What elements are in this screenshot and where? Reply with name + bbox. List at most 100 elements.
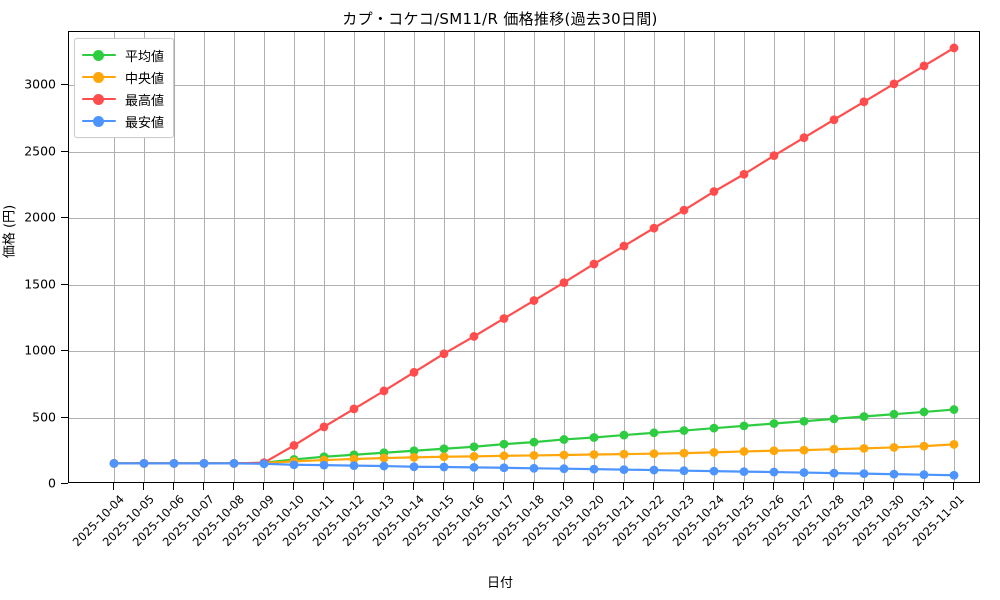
data-point — [469, 442, 479, 452]
data-point — [379, 386, 389, 396]
data-point — [829, 444, 839, 454]
data-point — [829, 468, 839, 478]
y-tick-label: 1000 — [24, 342, 56, 358]
y-tick-label: 0 — [48, 475, 56, 491]
x-tick-mark — [383, 483, 385, 490]
data-point — [679, 466, 689, 476]
x-tick-mark — [623, 483, 625, 490]
data-point — [769, 467, 779, 477]
data-point — [709, 423, 719, 433]
data-point — [949, 43, 959, 53]
x-tick-mark — [203, 483, 205, 490]
x-tick-mark — [563, 483, 565, 490]
x-tick-mark — [473, 483, 475, 490]
y-tick-mark — [61, 84, 68, 86]
data-point — [739, 447, 749, 456]
y-tick-label: 1500 — [24, 276, 56, 292]
gridline-vertical — [324, 32, 325, 482]
data-point — [949, 439, 959, 449]
y-tick-mark — [61, 150, 68, 152]
data-point — [469, 332, 479, 341]
data-point — [409, 453, 419, 462]
data-point — [829, 414, 839, 424]
legend-swatch-icon — [82, 48, 116, 62]
gridline-vertical — [774, 32, 775, 482]
gridline-vertical — [894, 32, 895, 482]
gridline-vertical — [654, 32, 655, 482]
gridline-vertical — [114, 32, 115, 482]
legend-label: 平均値 — [125, 49, 165, 65]
data-point — [529, 437, 539, 447]
data-point — [529, 463, 539, 473]
x-tick-mark — [503, 483, 505, 490]
gridline-vertical — [354, 32, 355, 482]
series-layer — [109, 43, 959, 480]
gridline-vertical — [474, 32, 475, 482]
data-point — [799, 416, 809, 426]
x-axis-label: 日付 — [486, 576, 513, 591]
gridline-vertical — [714, 32, 715, 482]
gridline-horizontal — [69, 284, 979, 286]
x-tick-mark — [833, 483, 835, 490]
x-tick-mark — [653, 483, 655, 490]
data-point — [709, 466, 719, 476]
x-tick-mark — [953, 483, 955, 490]
legend-item-3[interactable]: 最安値 — [82, 110, 164, 132]
data-point — [859, 469, 869, 479]
data-point — [529, 451, 539, 460]
data-point — [649, 223, 659, 233]
data-point — [349, 454, 359, 464]
data-point — [589, 433, 599, 442]
y-tick-mark — [61, 283, 68, 285]
x-tick-mark — [803, 483, 805, 490]
data-point — [619, 449, 629, 459]
data-point — [799, 133, 809, 143]
gridline-vertical — [234, 32, 235, 482]
gridline-vertical — [294, 32, 295, 482]
gridline-vertical — [204, 32, 205, 482]
data-point — [649, 449, 659, 459]
data-point — [499, 451, 509, 461]
gridline-vertical — [954, 32, 955, 482]
x-tick-mark — [323, 483, 325, 490]
legend-swatch-icon — [82, 70, 116, 84]
legend-swatch-icon — [82, 114, 116, 128]
gridline-vertical — [144, 32, 145, 482]
data-point — [109, 458, 119, 468]
data-point — [919, 470, 929, 480]
data-point — [919, 61, 929, 71]
x-tick-mark — [773, 483, 775, 490]
data-point — [289, 441, 299, 450]
legend-item-1[interactable]: 中央値 — [82, 66, 164, 88]
gridline-horizontal — [69, 417, 979, 419]
data-point — [379, 461, 389, 471]
data-point — [739, 421, 749, 431]
x-tick-mark — [173, 483, 175, 490]
y-axis: 0 500 1000 1500 2000 2500 3000 価格 (円) — [0, 0, 57, 600]
data-point — [799, 445, 809, 455]
series-line — [112, 46, 956, 465]
data-point — [859, 97, 869, 107]
x-tick-mark — [683, 483, 685, 490]
data-point — [139, 458, 149, 468]
gridline-vertical — [264, 32, 265, 482]
gridline-horizontal — [69, 85, 979, 87]
y-tick-label: 2000 — [24, 209, 56, 225]
series-最安値 — [109, 458, 959, 480]
data-point — [769, 151, 779, 161]
data-point — [919, 407, 929, 417]
gridline-vertical — [744, 32, 745, 482]
gridline-vertical — [804, 32, 805, 482]
x-tick-mark — [353, 483, 355, 490]
data-point — [439, 462, 449, 472]
data-point — [589, 450, 599, 459]
legend-label: 最安値 — [125, 115, 165, 131]
gridline-vertical — [414, 32, 415, 482]
data-point — [439, 444, 449, 454]
data-point — [799, 468, 809, 477]
legend-item-0[interactable]: 平均値 — [82, 44, 164, 66]
data-point — [319, 422, 329, 432]
legend-item-2[interactable]: 最高値 — [82, 88, 164, 110]
data-point — [409, 462, 419, 472]
